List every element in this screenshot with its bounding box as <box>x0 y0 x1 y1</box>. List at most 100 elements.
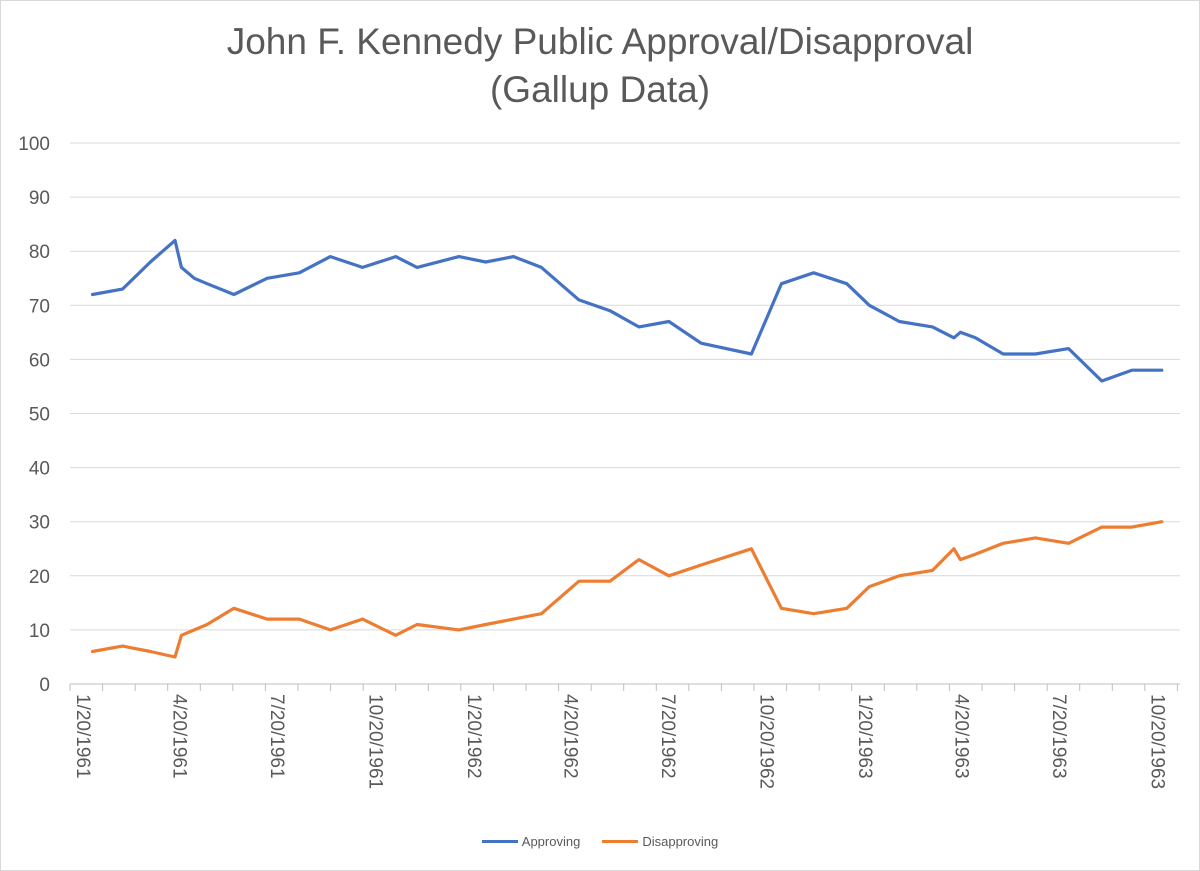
data-point-disapproving <box>931 569 934 572</box>
x-tick-label-6: 7/20/1962 <box>657 694 678 779</box>
chart-title: John F. Kennedy Public Approval/Disappro… <box>0 18 1200 114</box>
data-point-disapproving <box>205 623 209 626</box>
legend: Approving Disapproving <box>0 834 1200 849</box>
data-point-approving <box>173 239 177 242</box>
data-point-approving <box>149 260 152 264</box>
x-tick-label-3: 10/20/1961 <box>365 694 386 789</box>
legend-item-disapproving: Disapproving <box>602 834 718 849</box>
data-point-approving <box>608 309 612 312</box>
data-point-approving <box>699 341 703 345</box>
data-point-disapproving <box>898 574 901 577</box>
data-point-disapproving <box>1100 525 1103 529</box>
series-line-approving <box>90 238 1164 383</box>
data-point-approving <box>265 277 269 280</box>
x-tick-label-9: 4/20/1963 <box>951 694 972 779</box>
data-point-disapproving <box>868 585 871 588</box>
data-point-approving <box>415 266 419 269</box>
data-point-disapproving <box>699 563 703 567</box>
y-tick-label-40: 40 <box>29 459 50 480</box>
data-point-disapproving <box>1034 536 1037 540</box>
y-tick-label-50: 50 <box>29 405 50 426</box>
y-tick-label-10: 10 <box>29 621 50 642</box>
data-point-disapproving <box>149 650 152 653</box>
data-point-approving <box>780 282 783 285</box>
x-tick-label-8: 1/20/1963 <box>854 694 875 779</box>
data-point-approving <box>637 325 641 329</box>
data-point-approving <box>577 298 581 302</box>
data-point-approving <box>1160 369 1163 372</box>
y-tick-label-60: 60 <box>29 350 50 371</box>
data-point-disapproving <box>91 650 94 653</box>
data-point-disapproving <box>608 580 612 583</box>
y-tick-label-80: 80 <box>29 242 50 263</box>
data-point-approving <box>91 293 94 296</box>
data-point-approving <box>193 277 196 280</box>
data-point-approving <box>121 287 124 291</box>
data-point-approving <box>1100 379 1103 383</box>
data-point-approving <box>952 336 956 339</box>
data-point-disapproving <box>298 617 301 621</box>
legend-label-disapproving: Disapproving <box>642 834 719 849</box>
x-tick-label-1: 4/20/1961 <box>168 694 189 779</box>
data-point-disapproving <box>193 628 196 632</box>
y-tick-label-30: 30 <box>29 513 50 534</box>
series-line-disapproving <box>90 520 1164 659</box>
data-point-approving <box>540 266 543 269</box>
data-point-disapproving <box>952 547 956 550</box>
data-point-approving <box>205 282 209 285</box>
data-point-disapproving <box>457 628 461 632</box>
data-point-disapproving <box>512 617 515 621</box>
x-tick-label-7: 10/20/1962 <box>756 694 777 789</box>
data-point-approving <box>1130 369 1133 372</box>
x-tick-label-0: 1/20/1961 <box>72 694 93 779</box>
data-point-approving <box>1002 352 1005 356</box>
y-tick-label-100: 100 <box>18 134 50 155</box>
data-point-disapproving <box>1002 542 1005 545</box>
data-point-disapproving <box>845 607 848 610</box>
data-point-approving <box>329 255 332 258</box>
data-point-disapproving <box>1130 525 1133 529</box>
data-point-disapproving <box>361 617 364 621</box>
data-point-approving <box>750 352 753 356</box>
data-point-approving <box>1067 347 1070 350</box>
data-point-approving <box>667 320 671 323</box>
data-point-disapproving <box>780 607 783 610</box>
data-point-disapproving <box>637 558 641 561</box>
data-point-approving <box>931 325 934 329</box>
data-point-approving <box>232 293 236 296</box>
x-tick-label-4: 1/20/1962 <box>463 694 484 779</box>
legend-swatch-disapproving <box>602 840 639 843</box>
x-tick-label-10: 7/20/1963 <box>1048 694 1069 779</box>
data-point-disapproving <box>974 552 977 556</box>
data-point-approving <box>180 266 183 269</box>
data-point-disapproving <box>121 644 124 648</box>
data-point-approving <box>974 336 977 339</box>
data-point-disapproving <box>812 612 815 615</box>
data-point-approving <box>959 331 962 334</box>
data-point-disapproving <box>540 612 543 615</box>
data-point-approving <box>1034 352 1037 356</box>
data-point-approving <box>484 260 487 264</box>
data-point-disapproving <box>577 580 581 583</box>
data-point-approving <box>457 255 461 258</box>
data-point-approving <box>361 266 364 269</box>
y-tick-label-0: 0 <box>39 675 50 696</box>
data-point-disapproving <box>667 574 671 577</box>
data-point-disapproving <box>1067 542 1070 545</box>
chart-title-line-2: (Gallup Data) <box>489 69 711 110</box>
data-point-approving <box>868 304 871 307</box>
data-point-disapproving <box>265 617 269 621</box>
data-point-disapproving <box>329 628 332 632</box>
data-point-disapproving <box>959 558 962 561</box>
y-tick-label-20: 20 <box>29 567 50 588</box>
data-point-disapproving <box>415 623 419 626</box>
x-tick-label-2: 7/20/1961 <box>266 694 287 779</box>
chart-title-line-1: John F. Kennedy Public Approval/Disappro… <box>226 21 974 62</box>
data-point-approving <box>845 282 848 285</box>
data-point-approving <box>298 271 301 275</box>
data-point-approving <box>898 320 901 323</box>
data-point-approving <box>812 271 815 275</box>
x-tick-label-11: 10/20/1963 <box>1147 694 1168 789</box>
